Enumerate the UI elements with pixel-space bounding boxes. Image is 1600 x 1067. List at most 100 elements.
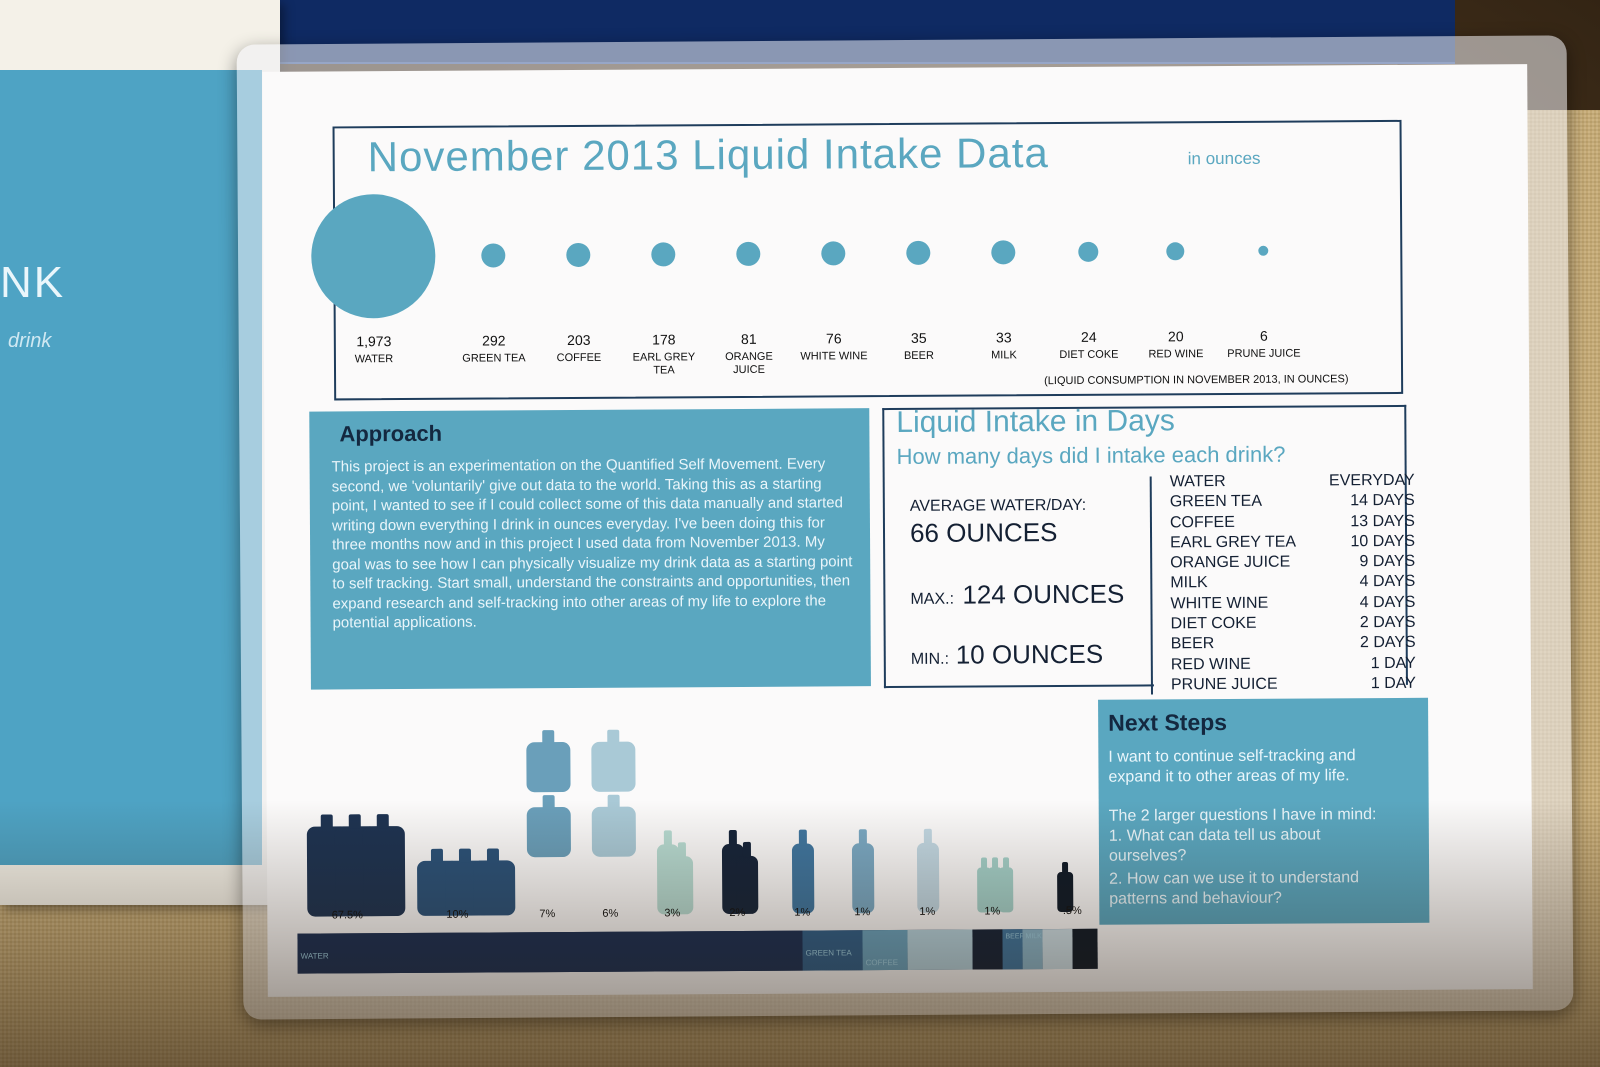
approach-body: This project is an experimentation on th… xyxy=(331,455,853,632)
days-count: 9 DAYS xyxy=(1359,553,1416,571)
bubble-label: ORANGE JUICE xyxy=(725,350,773,377)
bottle-group xyxy=(306,814,406,917)
bubble-green-tea xyxy=(481,243,506,268)
max-value: 124 OUNCES xyxy=(962,578,1125,610)
days-drink: DIET COKE xyxy=(1170,614,1257,633)
next-steps-line: 2. How can we use it to understand xyxy=(1109,869,1360,888)
bottle-percent: .5% xyxy=(1062,904,1082,917)
days-row: RED WINE 1 DAY xyxy=(1171,655,1416,677)
bottle-percent: 3% xyxy=(664,907,681,920)
days-drink: WHITE WINE xyxy=(1170,594,1269,613)
days-count: 14 DAYS xyxy=(1350,492,1415,510)
days-drink: WATER xyxy=(1169,472,1226,491)
bottle-percent: 2% xyxy=(729,906,746,920)
days-count: 1 DAY xyxy=(1370,674,1416,693)
days-drink: COFFEE xyxy=(1169,513,1235,531)
days-drink: BEER xyxy=(1170,635,1215,653)
min-value: 10 OUNCES xyxy=(955,638,1104,670)
bottle-group xyxy=(721,829,759,915)
bubble-label: PRUNE JUICE xyxy=(1227,347,1301,360)
next-steps-line: expand it to other areas of my life. xyxy=(1108,767,1350,786)
bubble-value: 1,973 xyxy=(356,333,392,350)
bubble-white-wine xyxy=(821,241,846,266)
bar-segment-earl-grey xyxy=(907,929,973,970)
days-count: 4 DAYS xyxy=(1359,573,1416,591)
days-count: 2 DAYS xyxy=(1359,634,1416,652)
title-unit: in ounces xyxy=(1187,148,1261,169)
avg-water-value: 66 OUNCES xyxy=(909,517,1058,548)
next-steps-line: The 2 larger questions I have in mind: xyxy=(1108,806,1377,825)
bubble-label: COFFEE xyxy=(556,351,602,365)
bottle-percent: 1% xyxy=(984,905,1001,918)
bottle-percent: 10% xyxy=(446,908,469,921)
days-row: GREEN TEA 14 DAYS xyxy=(1170,492,1415,514)
bubble-coffee xyxy=(566,242,591,268)
bubble-label: EARL GREY TEA xyxy=(632,351,696,377)
bubble-earl-grey-tea xyxy=(651,242,676,267)
days-row: PRUNE JUICE 1 DAY xyxy=(1171,675,1416,697)
bubble-orange-juice xyxy=(736,241,761,266)
bottle-group xyxy=(851,829,875,914)
bottle-group xyxy=(526,730,571,858)
avg-water-label: AVERAGE WATER/DAY: xyxy=(909,496,1087,515)
days-count: 13 DAYS xyxy=(1350,512,1416,530)
poster-title: November 2013 Liquid Intake Data xyxy=(367,129,1049,181)
days-row: ORANGE JUICE 9 DAYS xyxy=(1170,553,1415,575)
bottle-group xyxy=(916,828,940,913)
bottle-percent: 6% xyxy=(602,907,619,920)
bar-segment-water: WATER xyxy=(297,930,803,974)
bubble-label: WATER xyxy=(354,353,394,366)
bottle-percent: 1% xyxy=(919,905,936,918)
bubble-value: 6 xyxy=(1259,327,1268,344)
days-count: EVERYDAY xyxy=(1328,471,1415,490)
bottle-group xyxy=(656,830,694,915)
days-count: 2 DAYS xyxy=(1359,613,1416,632)
days-drink: PRUNE JUICE xyxy=(1170,675,1278,694)
days-row: WATER EVERYDAY xyxy=(1170,472,1415,494)
bubble-beer xyxy=(906,240,931,265)
left-card-title: NK xyxy=(0,258,66,307)
bar-segment-other xyxy=(1042,928,1073,970)
next-steps-line: ourselves? xyxy=(1108,847,1187,865)
days-row: MILK 4 DAYS xyxy=(1170,573,1415,595)
days-drink: ORANGE JUICE xyxy=(1170,553,1291,572)
next-steps-heading: Next Steps xyxy=(1108,708,1228,736)
bottle-group xyxy=(977,857,1014,913)
next-steps-line: 1. What can data tell us about xyxy=(1108,826,1321,845)
days-list: WATER EVERYDAY GREEN TEA 14 DAYS COFFEE 13 DA… xyxy=(1170,472,1416,697)
next-steps-panel: Next Steps I want to continue self-track… xyxy=(1098,697,1430,925)
bottle-group xyxy=(591,729,636,857)
days-row: EARL GREY TEA 10 DAYS xyxy=(1170,533,1415,555)
infographic-poster: November 2013 Liquid Intake Data in ounc… xyxy=(262,64,1533,997)
days-drink: GREEN TEA xyxy=(1169,493,1263,511)
approach-panel: Approach This project is an experimentat… xyxy=(309,408,871,690)
approach-heading: Approach xyxy=(339,420,443,447)
bar-label-coffee: COFFEE xyxy=(865,958,899,968)
days-count: 1 DAY xyxy=(1370,654,1416,672)
bar-label-water: WATER xyxy=(300,951,329,961)
days-row: BEER 2 DAYS xyxy=(1171,634,1416,656)
days-title: Liquid Intake in Days xyxy=(896,404,1175,440)
bottle-percent: 1% xyxy=(854,906,871,919)
left-card-subtitle: drink xyxy=(8,330,52,352)
bottle-percent: 7% xyxy=(539,908,556,921)
days-drink: RED WINE xyxy=(1170,655,1251,674)
days-subtitle: How many days did I intake each drink? xyxy=(896,441,1286,470)
bar-segment-coffee: COFFEE xyxy=(862,929,908,971)
days-count: 4 DAYS xyxy=(1359,593,1416,611)
bar-label-green-tea: GREEN TEA xyxy=(805,948,852,958)
bar-segment-milk: MILK xyxy=(1022,929,1043,970)
bottle-graphic xyxy=(306,729,1074,917)
bubble-note: (LIQUID CONSUMPTION IN NOVEMBER 2013, IN… xyxy=(1044,373,1349,388)
bubble-milk xyxy=(991,240,1016,265)
bar-segment-beer: BEER xyxy=(1002,929,1025,970)
next-steps-line: patterns and behaviour? xyxy=(1109,889,1282,908)
days-drink: MILK xyxy=(1170,574,1208,592)
left-card xyxy=(0,70,262,865)
days-drink: EARL GREY TEA xyxy=(1170,533,1297,552)
bottle-percent: 67.5% xyxy=(331,909,363,922)
days-count: 10 DAYS xyxy=(1350,532,1416,551)
next-steps-line: I want to continue self-tracking and xyxy=(1108,747,1356,766)
bar-segment-prune xyxy=(1072,928,1098,969)
max-label: MAX.: xyxy=(910,590,955,608)
